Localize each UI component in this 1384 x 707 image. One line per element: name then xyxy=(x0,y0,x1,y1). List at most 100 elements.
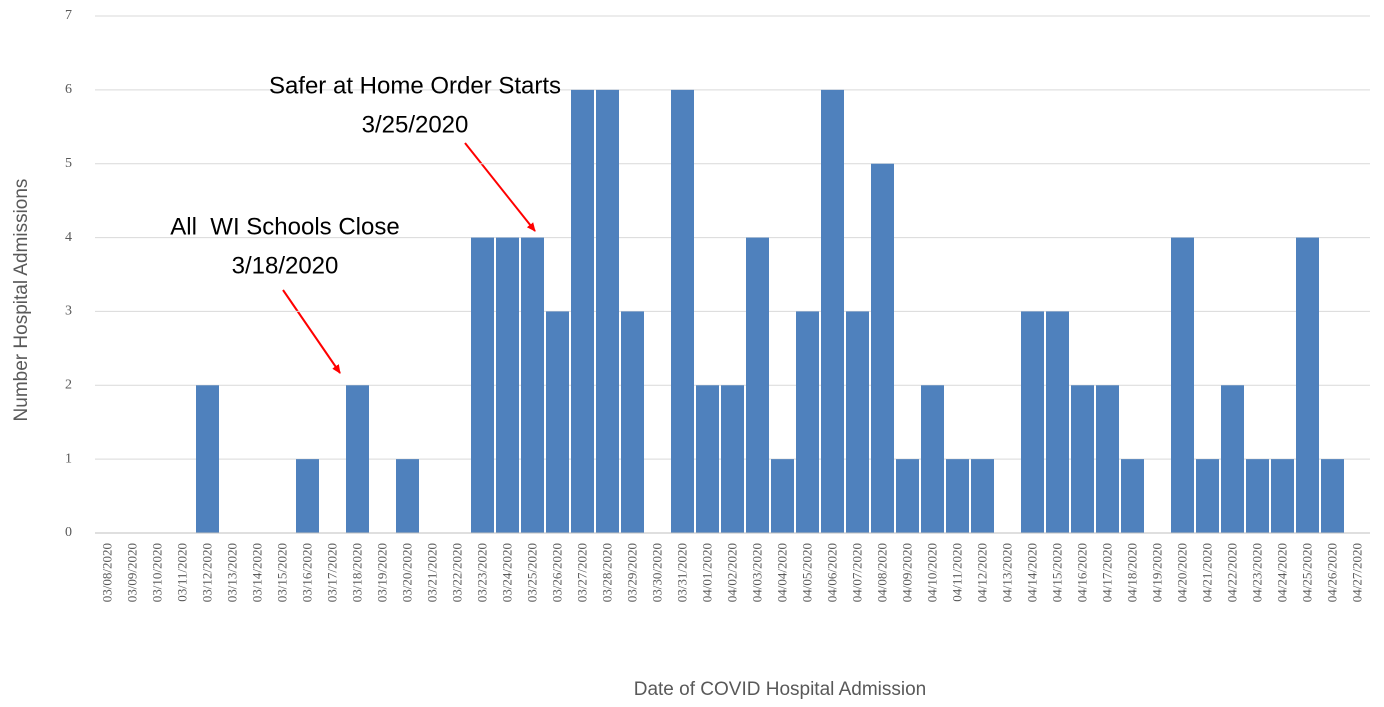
x-tick-label: 04/04/2020 xyxy=(774,543,789,602)
x-tick-label: 03/13/2020 xyxy=(224,543,239,602)
y-axis-title: Number Hospital Admissions xyxy=(11,179,32,422)
bar xyxy=(596,89,619,533)
x-tick-label: 04/07/2020 xyxy=(849,543,864,602)
bar xyxy=(1171,237,1194,534)
x-tick-label: 04/17/2020 xyxy=(1099,543,1114,602)
bar xyxy=(971,459,994,533)
bar xyxy=(671,89,694,533)
x-tick-label: 03/31/2020 xyxy=(674,543,689,602)
y-tick-label: 2 xyxy=(65,378,72,393)
x-tick-label: 03/10/2020 xyxy=(149,543,164,602)
bar xyxy=(1221,385,1244,533)
x-tick-label: 03/28/2020 xyxy=(599,543,614,602)
x-tick-label: 03/30/2020 xyxy=(649,543,664,602)
x-tick-label: 04/21/2020 xyxy=(1199,543,1214,602)
bar xyxy=(1046,311,1069,533)
annotation: 3/18/2020 xyxy=(232,252,339,279)
annotation: Safer at Home Order Starts xyxy=(269,72,561,99)
x-tick-label: 04/18/2020 xyxy=(1124,543,1139,602)
bar xyxy=(496,237,519,534)
x-tick-label: 03/14/2020 xyxy=(249,543,264,602)
x-tick-label: 04/27/2020 xyxy=(1349,543,1364,602)
bar xyxy=(1321,459,1344,533)
x-tick-label: 04/10/2020 xyxy=(924,543,939,602)
bar xyxy=(1271,459,1294,533)
bar xyxy=(196,385,219,533)
x-tick-label: 04/26/2020 xyxy=(1324,543,1339,602)
bar xyxy=(696,385,719,533)
bar xyxy=(921,385,944,533)
x-tick-label: 04/24/2020 xyxy=(1274,543,1289,602)
x-tick-label: 04/16/2020 xyxy=(1074,543,1089,602)
x-tick-label: 03/25/2020 xyxy=(524,543,539,602)
x-tick-label: 04/22/2020 xyxy=(1224,543,1239,602)
bar xyxy=(571,89,594,533)
y-tick-label: 0 xyxy=(65,525,72,540)
x-tick-label: 03/22/2020 xyxy=(449,543,464,602)
x-tick-label: 04/13/2020 xyxy=(999,543,1014,602)
bar xyxy=(721,385,744,533)
annotation-arrow xyxy=(282,289,341,374)
bar xyxy=(1121,459,1144,533)
x-tick-label: 03/12/2020 xyxy=(199,543,214,602)
bar xyxy=(621,311,644,533)
x-tick-label: 03/19/2020 xyxy=(374,543,389,602)
annotation: All WI Schools Close xyxy=(170,213,399,240)
annotation-arrow xyxy=(464,142,536,232)
y-tick-label: 7 xyxy=(65,8,72,23)
x-tick-label: 03/11/2020 xyxy=(174,543,189,602)
bar xyxy=(1296,237,1319,534)
x-tick-label: 03/18/2020 xyxy=(349,543,364,602)
x-tick-label: 04/23/2020 xyxy=(1249,543,1264,602)
x-tick-label: 04/09/2020 xyxy=(899,543,914,602)
x-tick-label: 03/09/2020 xyxy=(124,543,139,602)
bar xyxy=(396,459,419,533)
x-tick-label: 04/15/2020 xyxy=(1049,543,1064,602)
x-tick-label: 03/15/2020 xyxy=(274,543,289,602)
bar xyxy=(871,163,894,533)
x-tick-label: 03/20/2020 xyxy=(399,543,414,602)
x-tick-label: 04/03/2020 xyxy=(749,543,764,602)
x-tick-label: 04/06/2020 xyxy=(824,543,839,602)
x-tick-label: 04/11/2020 xyxy=(949,543,964,602)
y-tick-label: 5 xyxy=(65,156,72,171)
bar xyxy=(846,311,869,533)
bar xyxy=(346,385,369,533)
bar xyxy=(1021,311,1044,533)
bar xyxy=(896,459,919,533)
x-tick-label: 04/25/2020 xyxy=(1299,543,1314,602)
bar xyxy=(1196,459,1219,533)
x-tick-label: 03/29/2020 xyxy=(624,543,639,602)
x-tick-label: 04/08/2020 xyxy=(874,543,889,602)
x-tick-label: 04/02/2020 xyxy=(724,543,739,602)
x-tick-label: 04/01/2020 xyxy=(699,543,714,602)
x-tick-label: 04/14/2020 xyxy=(1024,543,1039,602)
x-tick-label: 03/21/2020 xyxy=(424,543,439,602)
x-tick-label: 03/24/2020 xyxy=(499,543,514,602)
x-tick-label: 04/20/2020 xyxy=(1174,543,1189,602)
x-tick-label: 03/17/2020 xyxy=(324,543,339,602)
x-tick-label: 03/16/2020 xyxy=(299,543,314,602)
bar xyxy=(546,311,569,533)
bar xyxy=(946,459,969,533)
x-tick-label: 03/23/2020 xyxy=(474,543,489,602)
y-tick-label: 1 xyxy=(65,451,72,466)
x-tick-label: 04/19/2020 xyxy=(1149,543,1164,602)
bar xyxy=(296,459,319,533)
bar xyxy=(796,311,819,533)
x-tick-label: 03/26/2020 xyxy=(549,543,564,602)
y-tick-label: 3 xyxy=(65,304,72,319)
x-tick-label: 03/27/2020 xyxy=(574,543,589,602)
bar xyxy=(471,237,494,534)
x-tick-label: 04/12/2020 xyxy=(974,543,989,602)
y-tick-label: 4 xyxy=(65,230,72,245)
bar xyxy=(521,237,544,534)
bar xyxy=(771,459,794,533)
bar xyxy=(1071,385,1094,533)
bar xyxy=(746,237,769,534)
bar xyxy=(821,89,844,533)
bar xyxy=(1246,459,1269,533)
x-tick-label: 04/05/2020 xyxy=(799,543,814,602)
